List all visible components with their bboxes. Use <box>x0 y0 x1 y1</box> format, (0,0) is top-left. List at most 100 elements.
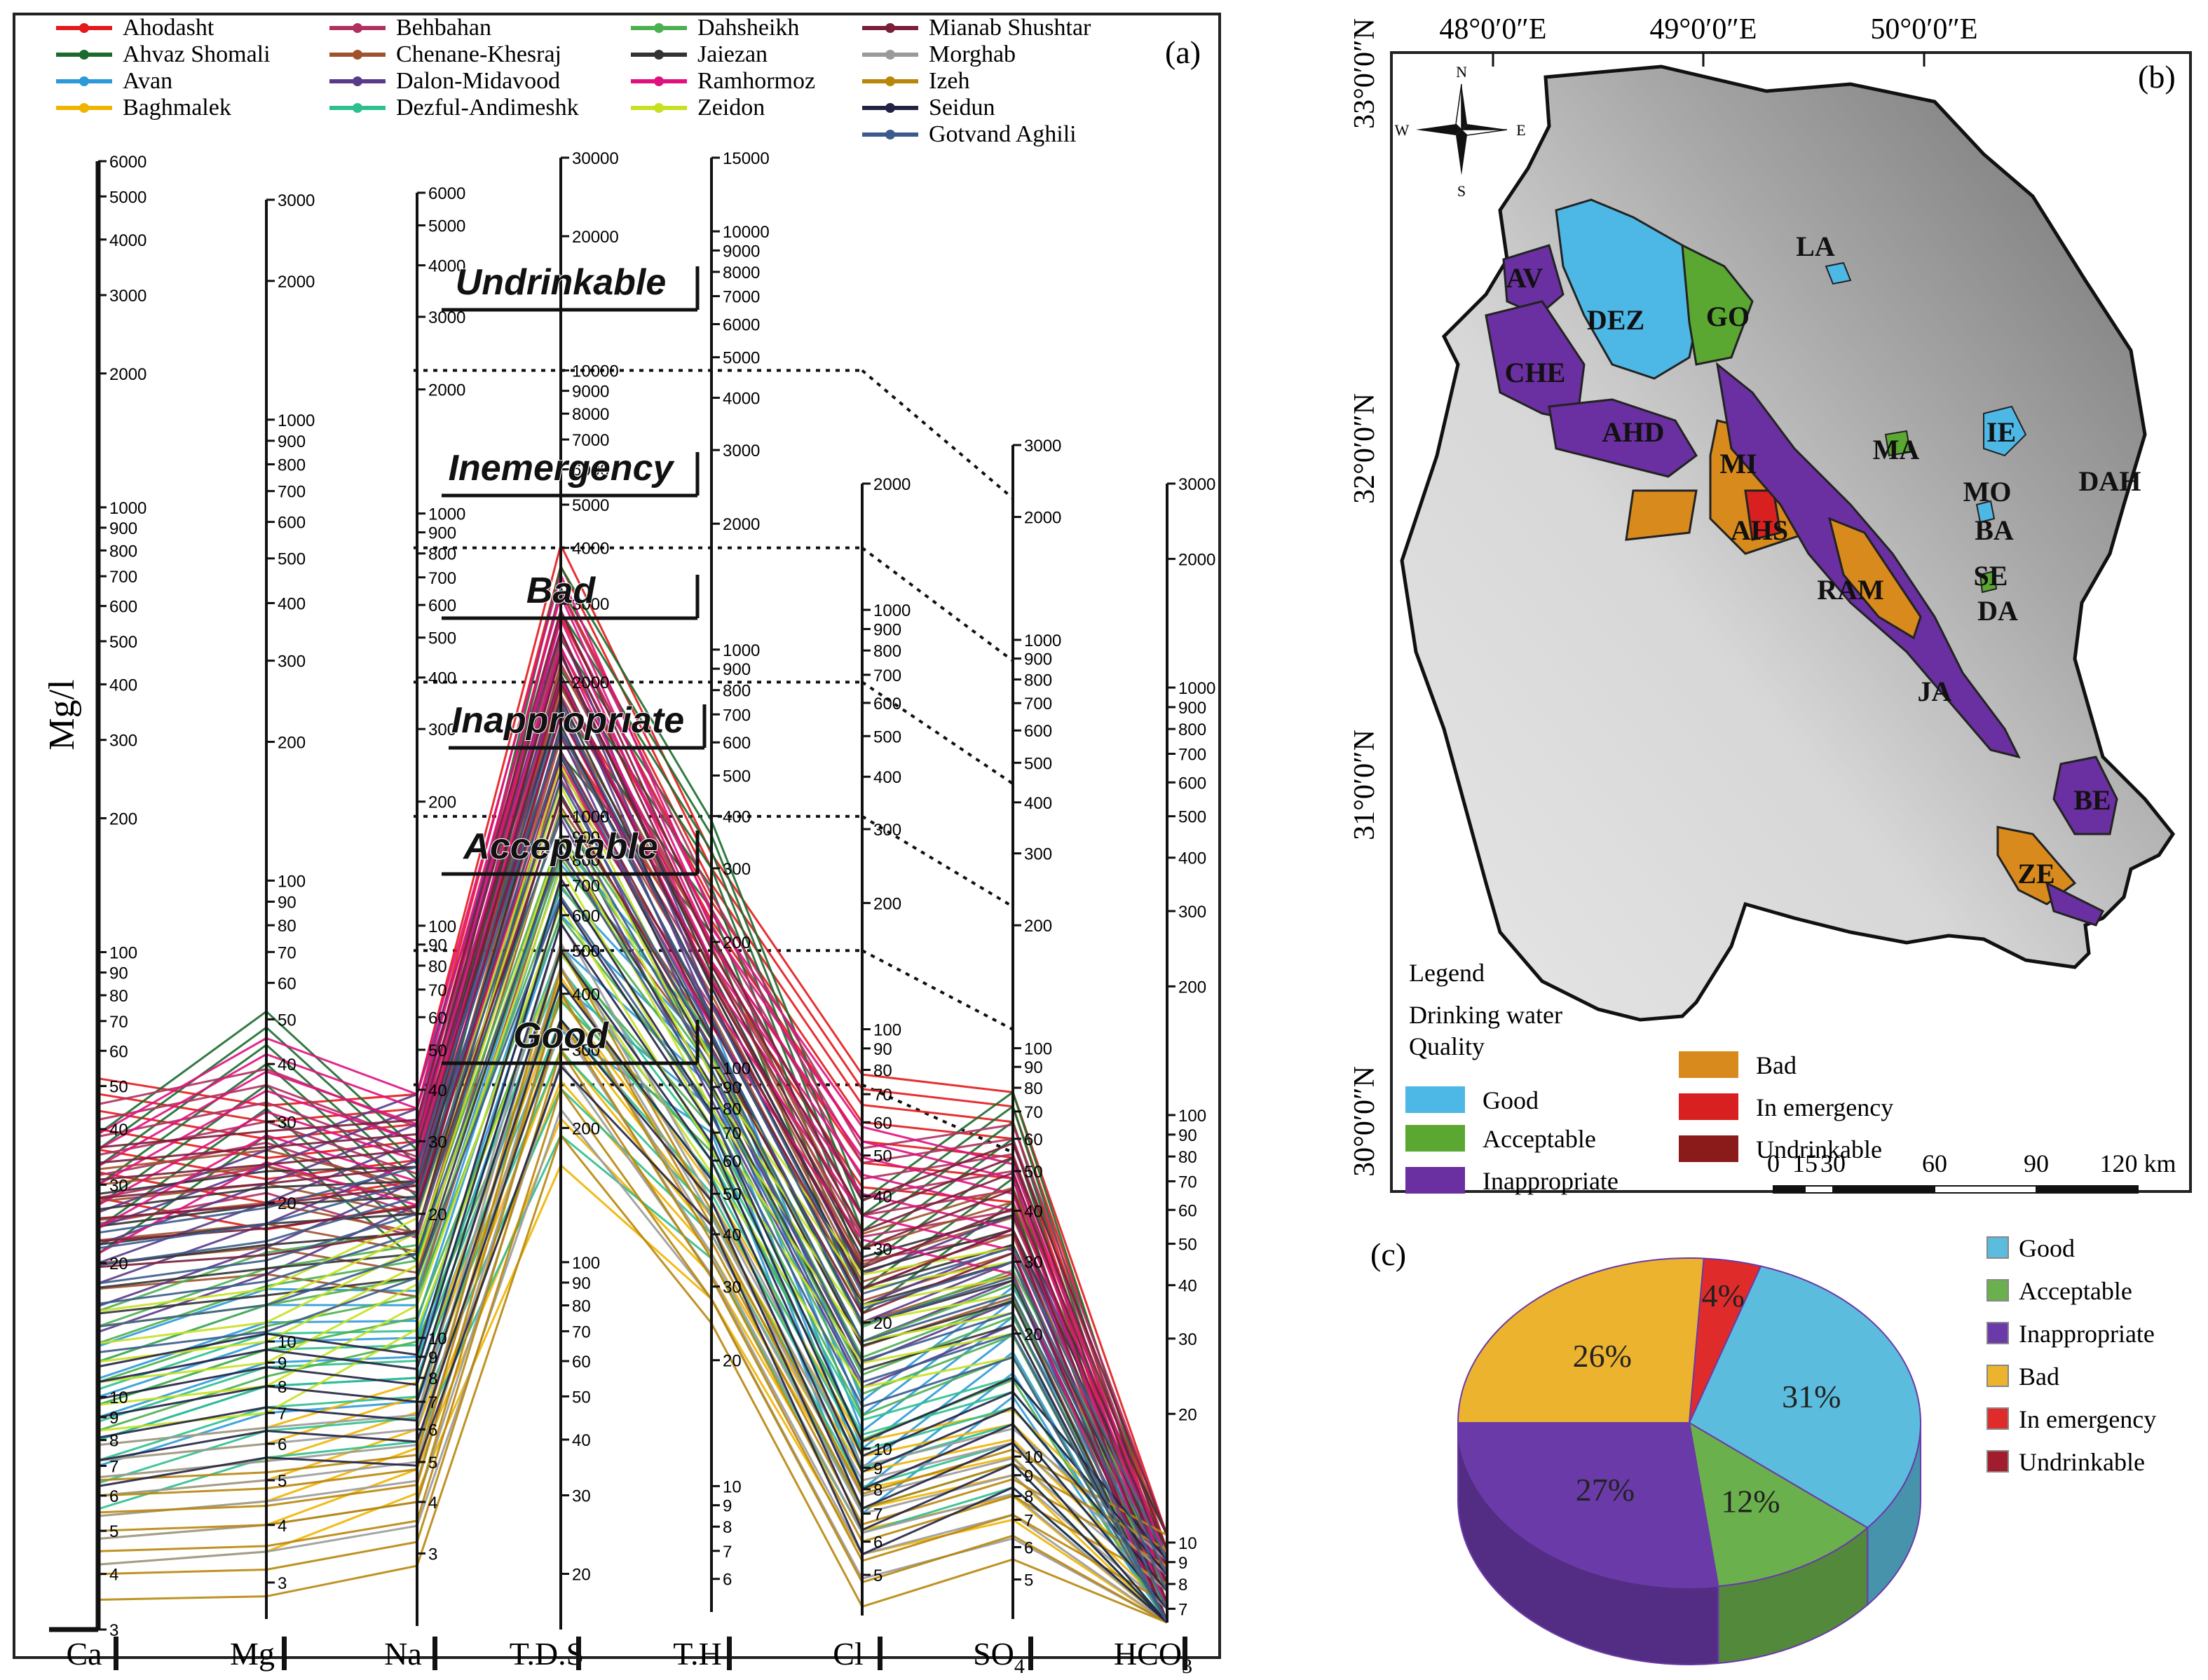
sample-line <box>97 945 1168 1561</box>
zone-label-ahd: AHD <box>1602 416 1665 448</box>
tick-label: 80 <box>428 957 447 976</box>
tick-label: 40 <box>572 1431 591 1450</box>
sample-line <box>97 706 1168 1561</box>
sample-line <box>97 616 1168 1592</box>
tick-label: 4000 <box>109 231 146 250</box>
legend-entry: Ramhormoz <box>697 68 815 94</box>
legend-marker <box>353 50 362 60</box>
tick-label: 50 <box>1024 1163 1043 1182</box>
scale-label: 0 <box>1767 1149 1780 1177</box>
sample-line <box>97 735 1168 1585</box>
north-arrow-icon: N S E W <box>1395 63 1526 200</box>
tick-label: 900 <box>428 524 456 543</box>
axis-name: Ca <box>66 1636 102 1672</box>
y-axis-unit-label: Mg/l <box>42 679 82 750</box>
parameter-axes: 6000500040003000200010009008007006005004… <box>49 149 1215 1678</box>
tick-label: 200 <box>278 733 306 752</box>
tick-label: 60 <box>1178 1201 1197 1220</box>
pie-slice-good <box>1688 1265 1921 1529</box>
tick-label: 6 <box>1024 1538 1033 1557</box>
pie-slice-bad <box>1457 1257 1705 1423</box>
tick-label: 40 <box>278 1056 297 1074</box>
pie-value-label: 27% <box>1576 1472 1635 1508</box>
panel-a-label: (a) <box>1165 34 1201 70</box>
tick-label: 5 <box>1024 1571 1033 1590</box>
tick-label: 700 <box>572 877 600 896</box>
legend-entry: Mianab Shushtar <box>929 15 1091 41</box>
pie-legend-item: In emergency <box>2019 1405 2156 1433</box>
tick-label: 3000 <box>723 442 760 460</box>
class-label-good: Good <box>513 1016 609 1056</box>
tick-label: 40 <box>1178 1277 1197 1296</box>
legend-entry: Ahvaz Shomali <box>123 41 271 67</box>
tick-label: 8 <box>873 1481 882 1500</box>
tick-label: 20 <box>278 1194 297 1213</box>
sample-line <box>97 991 1168 1610</box>
sample-line <box>97 587 1168 1567</box>
longitude-label: 49°0′0″E <box>1649 13 1757 46</box>
tick-label: 10 <box>723 1477 742 1496</box>
tick-label: 3000 <box>109 287 146 306</box>
axis-t.d.s: 30000 20000 10000 9000 8000 7000 6000 5000 4000 3… <box>510 149 619 1672</box>
pie-value-label: 12% <box>1721 1483 1780 1519</box>
scale-label: 30 <box>1820 1149 1846 1177</box>
tick-label: 300 <box>1178 903 1206 922</box>
tick-label: 20 <box>1178 1405 1197 1424</box>
tick-label: 100 <box>873 1021 901 1040</box>
tick-label: 6 <box>428 1421 437 1440</box>
sample-line <box>97 783 1168 1576</box>
tick-label: 700 <box>1024 695 1052 713</box>
scale-label: 90 <box>2024 1149 2049 1177</box>
map-legend-item: Good <box>1483 1086 1539 1114</box>
sample-line <box>97 571 1168 1561</box>
tick-label: 90 <box>873 1040 892 1059</box>
axis-hco: 3000200010009008007006005004003002001009… <box>1114 475 1215 1678</box>
tick-label: 10000 <box>572 362 619 381</box>
tick-label: 1000 <box>723 641 760 660</box>
tick-label: 400 <box>1178 849 1206 868</box>
tick-label: 4000 <box>428 257 465 276</box>
zone-label-be: BE <box>2073 784 2111 816</box>
sample-line <box>97 766 1168 1604</box>
tick-label: 9 <box>873 1459 882 1478</box>
tick-label: 50 <box>572 1388 591 1407</box>
tick-label: 50 <box>873 1147 892 1166</box>
axis-name: T.D.S <box>510 1636 585 1672</box>
tick-label: 9 <box>278 1354 287 1373</box>
tick-label: 20000 <box>572 228 619 247</box>
pie-legend-item: Acceptable <box>2019 1277 2132 1305</box>
tick-label: 800 <box>1178 721 1206 739</box>
zone-label-av: AV <box>1506 262 1543 294</box>
axis-end-bar <box>878 1637 882 1670</box>
tick-label: 8000 <box>723 264 760 282</box>
sample-line <box>97 921 1168 1592</box>
class-boundary-slope <box>861 369 1014 500</box>
map-legend-swatch <box>1405 1125 1465 1152</box>
tick-label: 9 <box>109 1409 118 1428</box>
scale-bar: 0 15 30 60 90 120 km <box>1767 1149 2176 1194</box>
tick-label: 50 <box>723 1185 742 1204</box>
tick-label: 700 <box>723 706 751 725</box>
tick-label: 30 <box>1178 1330 1197 1349</box>
tick-label: 50 <box>109 1078 128 1097</box>
sample-line <box>97 791 1168 1623</box>
map-legend-swatch <box>1405 1086 1465 1113</box>
tick-label: 40 <box>723 1226 742 1245</box>
sample-line <box>97 847 1168 1623</box>
tick-label: 3000 <box>428 308 465 327</box>
tick-label: 900 <box>873 621 901 640</box>
pie-legend-swatch <box>1986 1365 2009 1387</box>
sample-line <box>97 585 1168 1576</box>
latitude-label: 32°0′0″N <box>1349 393 1381 504</box>
sample-line <box>97 753 1168 1604</box>
legend-marker <box>353 76 362 86</box>
tick-label: 6 <box>278 1435 287 1454</box>
quality-class-labels: Undrinkable Inemergency Bad Inappropriate Ac… <box>442 261 707 1065</box>
scale-label: 60 <box>1922 1149 1947 1177</box>
map-legend: Legend Drinking water Quality Good Acceptabl… <box>1405 959 1893 1195</box>
tick-label: 1000 <box>1024 631 1061 650</box>
tick-label: 800 <box>873 642 901 661</box>
